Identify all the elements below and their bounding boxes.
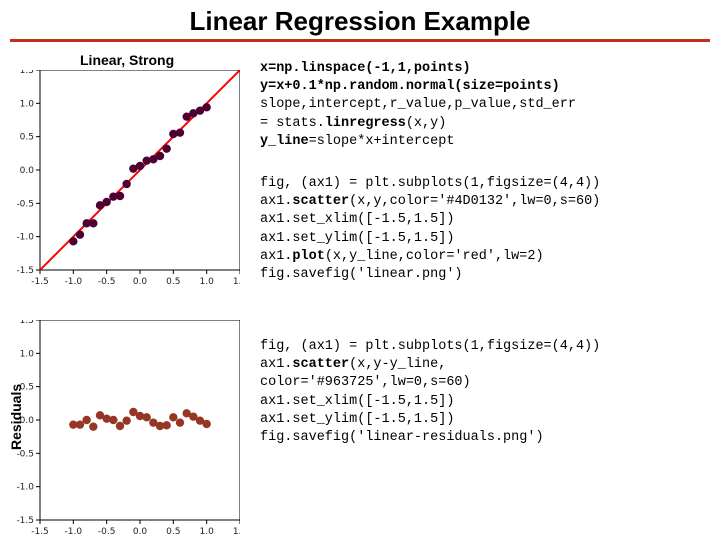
svg-text:-1.5: -1.5 (16, 266, 34, 276)
svg-text:-1.0: -1.0 (16, 483, 34, 493)
chart2-ylabel: Residuals (8, 384, 24, 450)
svg-text:-0.5: -0.5 (16, 199, 34, 209)
svg-text:1.0: 1.0 (20, 349, 35, 359)
page-title: Linear Regression Example (0, 0, 720, 39)
svg-text:0.5: 0.5 (20, 133, 34, 143)
svg-text:1.0: 1.0 (200, 527, 215, 537)
svg-text:-0.5: -0.5 (16, 449, 34, 459)
title-rule (10, 39, 710, 42)
svg-text:-1.0: -1.0 (16, 233, 34, 243)
svg-text:1.0: 1.0 (200, 277, 215, 287)
svg-text:0.5: 0.5 (166, 277, 180, 287)
code-block-2: fig, (ax1) = plt.subplots(1,figsize=(4,4… (260, 175, 600, 284)
svg-text:-1.0: -1.0 (65, 527, 83, 537)
svg-text:-0.5: -0.5 (98, 277, 116, 287)
code-block-3: fig, (ax1) = plt.subplots(1,figsize=(4,4… (260, 338, 600, 447)
svg-text:0.0: 0.0 (20, 166, 35, 176)
svg-text:-0.5: -0.5 (98, 527, 116, 537)
svg-text:-1.5: -1.5 (31, 277, 49, 287)
svg-text:1.5: 1.5 (233, 277, 240, 287)
svg-text:0.0: 0.0 (133, 277, 148, 287)
chart1-title: Linear, Strong (80, 52, 174, 68)
svg-text:0.5: 0.5 (166, 527, 180, 537)
svg-text:-1.5: -1.5 (16, 516, 34, 526)
chart1-scatter-line: -1.5-1.5 -1.0 -1.0 -0.5 -0.5 0.0 0.0 0.5 0.5 1.0 1… (12, 70, 240, 298)
svg-text:-1.0: -1.0 (65, 277, 83, 287)
svg-text:-1.5: -1.5 (31, 527, 49, 537)
code-block-1: x=np.linspace(-1,1,points)y=x+0.1*np.ran… (260, 60, 576, 151)
svg-text:1.0: 1.0 (20, 99, 35, 109)
svg-text:1.5: 1.5 (20, 70, 34, 76)
svg-text:0.0: 0.0 (133, 527, 148, 537)
chart2-residuals: -1.5-1.5-1.0-1.0-0.5-0.50.00.00.50.51.01… (12, 320, 240, 548)
svg-text:1.5: 1.5 (20, 320, 34, 326)
svg-text:1.5: 1.5 (233, 527, 240, 537)
